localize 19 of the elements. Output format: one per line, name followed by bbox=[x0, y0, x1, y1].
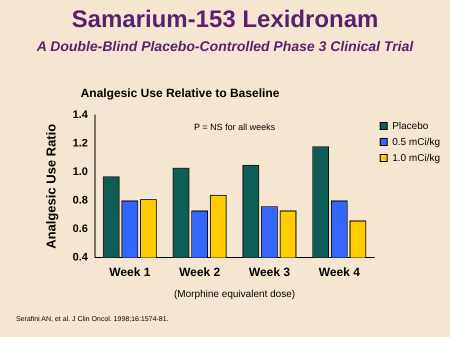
x-tick-label: Week 4 bbox=[318, 265, 360, 280]
chart-title: Samarium-153 Lexidronam bbox=[70, 6, 380, 34]
y-tick-label: 1.4 bbox=[72, 109, 89, 122]
annotation: P = NS for all weeks bbox=[194, 122, 276, 132]
y-tick-label: 0.8 bbox=[72, 194, 88, 207]
legend-label: 1.0 mCi/kg bbox=[392, 152, 440, 164]
x-axis-title: (Morphine equivalent dose) bbox=[174, 288, 296, 300]
y-tick-label: 0.6 bbox=[72, 223, 88, 236]
y-axis-title: Analgesic Use Ratio bbox=[43, 124, 58, 249]
text: Analgesic Use Relative to Baseline bbox=[80, 86, 280, 100]
chart-subtitle: A Double-Blind Placebo-Controlled Phase 3 Clinical Trial bbox=[36, 38, 414, 54]
legend-label: 0.5 mCi/kg bbox=[392, 136, 440, 148]
y-tick-label: 1.0 bbox=[72, 166, 88, 178]
x-tick-label: Week 1 bbox=[109, 265, 151, 280]
legend-label: Placebo bbox=[392, 120, 429, 132]
x-tick-label: Week 3 bbox=[248, 265, 290, 280]
y-tick-label: 1.2 bbox=[72, 138, 88, 150]
y-tick-label: 0.4 bbox=[72, 252, 89, 264]
x-tick-label: Week 2 bbox=[179, 265, 221, 280]
